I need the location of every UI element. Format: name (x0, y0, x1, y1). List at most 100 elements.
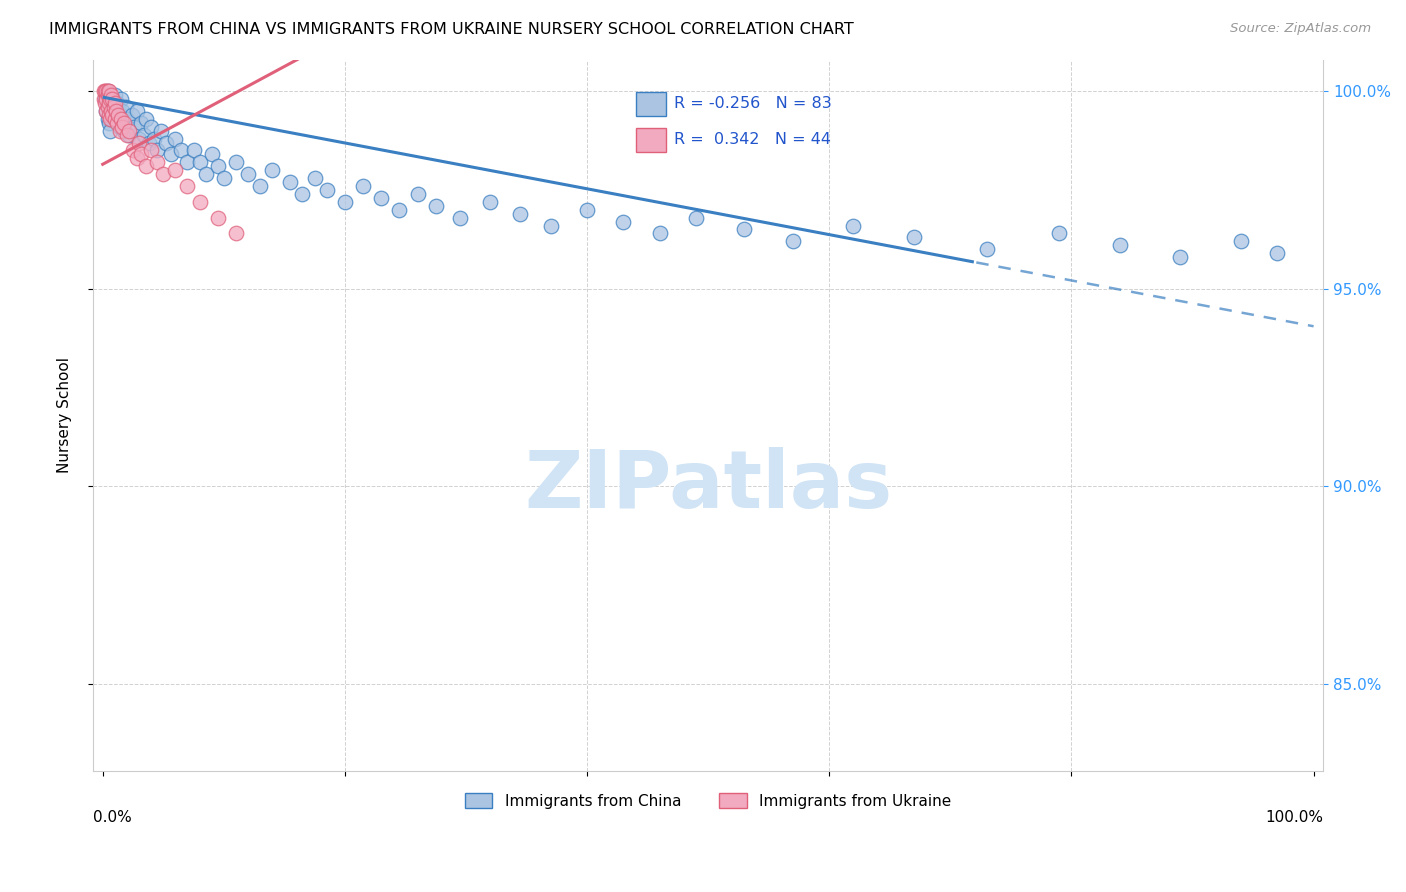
Point (333, 194, 356, 209)
Point (101, 108, 124, 122)
Point (1265, 246, 1288, 260)
Point (131, 147, 153, 161)
Text: Source: ZipAtlas.com: Source: ZipAtlas.com (1230, 22, 1371, 36)
Point (155, 136, 177, 150)
Point (207, 211, 229, 225)
Point (131, 116, 153, 130)
Point (98, 124, 121, 138)
Point (101, 92, 124, 106)
Y-axis label: Nursery School: Nursery School (58, 357, 72, 473)
Point (262, 163, 284, 178)
Point (104, 88, 127, 103)
Point (138, 136, 160, 150)
Point (280, 175, 302, 189)
Point (128, 131, 150, 145)
Point (97, 108, 120, 122)
Point (98, 92, 121, 106)
Point (135, 159, 157, 173)
Point (176, 179, 198, 194)
Point (576, 202, 599, 217)
Text: ZIPatlas: ZIPatlas (524, 447, 893, 525)
Point (139, 144, 162, 158)
Point (107, 108, 129, 122)
Point (111, 120, 134, 134)
Point (236, 167, 259, 181)
Point (105, 103, 128, 118)
Point (97, 84, 120, 98)
Point (139, 120, 162, 134)
Point (118, 124, 141, 138)
Point (104, 112, 127, 126)
Point (97, 92, 120, 106)
Point (1108, 238, 1130, 252)
Point (110, 112, 132, 126)
Point (103, 100, 125, 114)
Point (115, 112, 138, 126)
Point (142, 131, 165, 145)
Text: IMMIGRANTS FROM CHINA VS IMMIGRANTS FROM UKRAINE NURSERY SCHOOL CORRELATION CHAR: IMMIGRANTS FROM CHINA VS IMMIGRANTS FROM… (49, 22, 853, 37)
Point (612, 214, 634, 228)
Point (94, 92, 117, 106)
Legend: Immigrants from China, Immigrants from Ukraine: Immigrants from China, Immigrants from U… (457, 785, 959, 816)
Point (685, 211, 707, 225)
Point (249, 179, 271, 194)
Point (112, 112, 135, 126)
Point (93, 84, 115, 98)
Point (212, 171, 235, 186)
Point (103, 100, 125, 114)
Point (93, 92, 115, 106)
Point (194, 167, 217, 181)
Point (976, 242, 998, 256)
Point (188, 155, 211, 169)
Text: 0.0%: 0.0% (93, 810, 132, 825)
Point (100, 112, 122, 126)
Point (96, 84, 118, 98)
Point (170, 144, 193, 158)
Point (104, 96, 127, 111)
Point (183, 144, 205, 158)
Point (132, 128, 155, 142)
Point (114, 124, 136, 138)
Point (509, 207, 531, 221)
Point (94, 96, 117, 111)
Point (100, 88, 122, 103)
Point (94, 84, 117, 98)
Point (98, 100, 121, 114)
Point (114, 100, 136, 114)
Point (96, 92, 118, 106)
Point (96, 112, 118, 126)
Point (107, 100, 129, 114)
Point (125, 152, 148, 166)
Point (165, 163, 187, 178)
Point (352, 179, 374, 194)
Point (1047, 227, 1070, 241)
Point (128, 136, 150, 150)
Point (100, 103, 122, 118)
Point (449, 211, 471, 225)
Point (146, 144, 169, 158)
Point (782, 235, 804, 249)
Point (101, 92, 124, 106)
Point (146, 155, 169, 169)
Point (108, 120, 131, 134)
Point (96, 103, 118, 118)
Point (479, 194, 502, 209)
Point (101, 108, 124, 122)
Point (122, 144, 145, 158)
Point (159, 147, 181, 161)
Point (96, 103, 118, 118)
Point (842, 219, 865, 233)
Point (733, 222, 755, 236)
Point (114, 116, 136, 130)
Point (121, 108, 143, 122)
Point (110, 92, 132, 106)
Point (165, 131, 187, 145)
Point (370, 191, 392, 205)
Point (1230, 235, 1253, 249)
Point (111, 103, 134, 118)
Point (110, 112, 132, 126)
Point (176, 155, 198, 169)
Point (105, 112, 128, 126)
Point (100, 96, 122, 111)
Point (388, 202, 411, 217)
